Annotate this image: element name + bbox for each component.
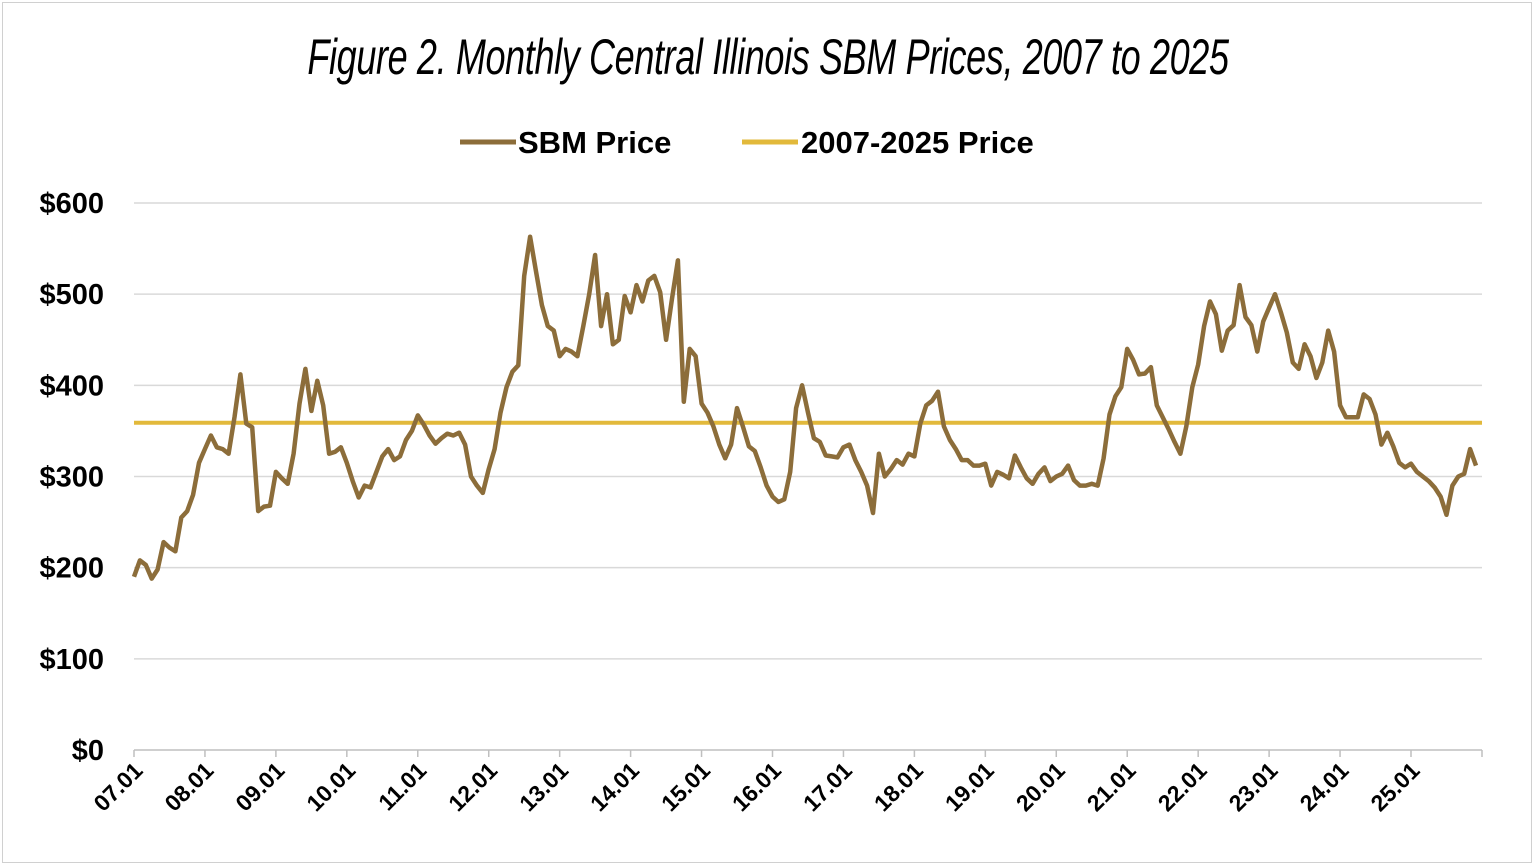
x-tick-label: 12.01: [443, 757, 502, 816]
x-tick-label: 11.01: [373, 757, 431, 815]
x-tick-label: 10.01: [301, 757, 360, 816]
y-tick-label: $600: [39, 188, 104, 220]
y-tick-label: $300: [39, 462, 104, 494]
legend-label-average-price: 2007-2025 Price: [801, 125, 1034, 160]
y-tick-label: $200: [39, 553, 104, 585]
x-tick-label: 13.01: [514, 757, 573, 816]
x-tick-label: 17.01: [798, 757, 857, 816]
x-tick-label: 09.01: [230, 757, 289, 816]
legend-label-sbm-price: SBM Price: [518, 125, 671, 160]
y-tick-label: $400: [39, 370, 104, 402]
y-tick-label: $0: [72, 735, 104, 767]
x-tick-label: 23.01: [1224, 757, 1283, 816]
x-tick-label: 08.01: [159, 757, 218, 816]
sbm-price-line: [131, 234, 1479, 581]
x-tick-label: 19.01: [940, 757, 999, 816]
x-tick-label: 25.01: [1365, 757, 1424, 816]
x-tick-label: 15.01: [656, 757, 715, 816]
x-tick-label: 24.01: [1295, 757, 1354, 816]
x-tick-label: 20.01: [1011, 757, 1070, 816]
x-tick-label: 16.01: [727, 757, 786, 816]
y-tick-label: $500: [39, 279, 104, 311]
chart-title: Figure 2. Monthly Central Illinois SBM P…: [307, 29, 1229, 85]
x-tick-label: 22.01: [1153, 757, 1212, 816]
x-tick-label: 21.01: [1082, 757, 1141, 816]
x-tick-label: 14.01: [585, 757, 644, 816]
x-tick-label: 18.01: [869, 757, 928, 816]
y-tick-label: $100: [39, 644, 104, 676]
